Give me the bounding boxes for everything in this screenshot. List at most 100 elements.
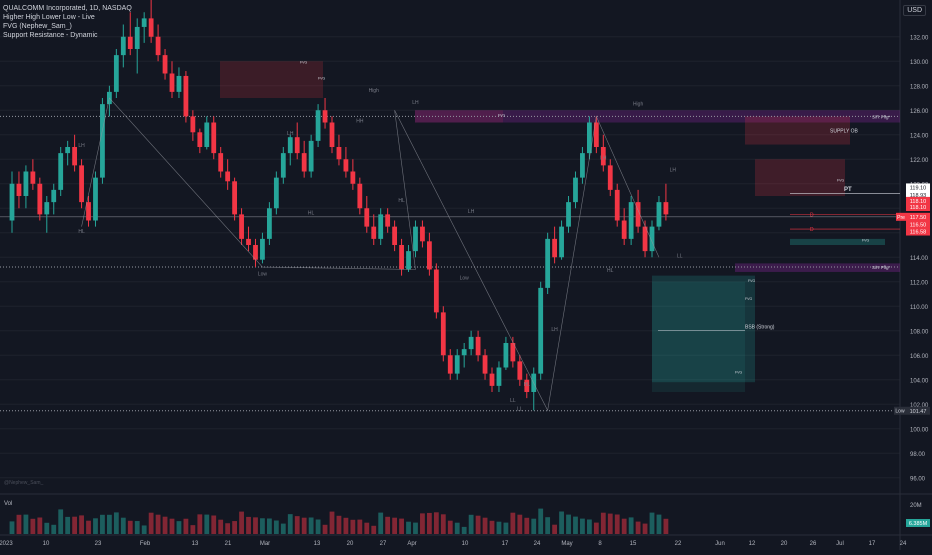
candle-body	[420, 226, 425, 242]
candle-body	[113, 55, 119, 92]
volume-bar	[510, 512, 516, 534]
bsb-label: BSB (Strong)	[745, 324, 775, 330]
bullish-zone	[652, 275, 755, 383]
candle-body	[162, 55, 168, 74]
candle-body	[343, 159, 349, 172]
sr-label: S/R Pflg*	[872, 114, 891, 119]
candle-body	[65, 147, 71, 154]
volume-bar	[16, 514, 22, 534]
candle-body	[517, 361, 523, 380]
volume-bar	[141, 525, 147, 534]
volume-bar	[113, 512, 119, 534]
volume-bar	[482, 517, 488, 534]
swing-label: High	[369, 88, 380, 94]
price-tag	[906, 220, 930, 229]
candle-body	[350, 171, 356, 184]
candle-body	[621, 220, 627, 239]
candle-body	[649, 226, 655, 252]
x-tick-label: 20	[347, 541, 354, 547]
price-tag-value: 116.58	[910, 230, 926, 236]
candle-body	[552, 238, 558, 258]
swing-label: LH	[287, 131, 294, 137]
candle-body	[204, 122, 210, 147]
candle-body	[260, 238, 265, 260]
volume-bar	[106, 514, 112, 534]
volume-bar	[294, 516, 300, 534]
candle-body	[190, 116, 196, 133]
volume-bar	[127, 520, 133, 534]
volume-bar	[169, 518, 175, 534]
indicator-hhll[interactable]: Higher High Lower Low - Live	[3, 14, 95, 21]
price-tag	[906, 183, 930, 192]
y-tick-label: 102.00	[910, 403, 929, 409]
x-tick-label: Mar	[260, 541, 270, 547]
candle-body	[586, 122, 592, 154]
candle-body	[607, 165, 613, 190]
candle-body	[447, 355, 453, 374]
volume-bar	[23, 514, 29, 534]
price-tag-value: 118.10	[910, 199, 926, 205]
price-tag	[906, 203, 930, 212]
candle-body	[197, 132, 203, 147]
price-tag	[906, 212, 930, 221]
volume-bar	[552, 524, 558, 534]
x-tick-label: 13	[314, 541, 321, 547]
y-tick-label: 114.00	[910, 256, 929, 262]
volume-value-tag	[906, 519, 930, 527]
volume-bar	[531, 518, 537, 534]
x-tick-label: Jun	[715, 541, 725, 547]
candle-body	[510, 343, 516, 362]
candle-body	[364, 208, 370, 227]
volume-label: Vol	[4, 501, 12, 507]
swing-label: LH	[468, 209, 475, 215]
price-tag-value: 119.10	[910, 186, 926, 192]
volume-bar	[260, 518, 265, 534]
volume-bar	[343, 517, 349, 534]
volume-bar	[239, 511, 244, 534]
price-tag	[906, 196, 930, 205]
swing-label: LH	[600, 155, 607, 161]
y-tick-label: 106.00	[910, 354, 929, 360]
candle-body	[357, 183, 363, 209]
y-tick-label: 122.00	[910, 158, 929, 164]
candle-body	[545, 238, 551, 288]
swing-label: LH	[78, 143, 85, 149]
candle-body	[329, 122, 335, 147]
volume-bar	[461, 526, 467, 534]
volume-bar	[246, 516, 251, 534]
indicator-sr[interactable]: Support Resistance - Dynamic	[3, 32, 98, 39]
volume-bar	[308, 517, 314, 534]
candle-body	[23, 171, 29, 196]
price-tag-value: 116.50	[910, 222, 926, 228]
indicator-fvg[interactable]: FVG (Nephew_Sam_)	[3, 23, 72, 30]
price-tag	[906, 227, 930, 236]
fvg-label: FVG	[862, 238, 869, 242]
volume-bar	[538, 508, 544, 534]
candle-body	[573, 177, 578, 203]
volume-bar	[225, 523, 231, 534]
candle-body	[232, 181, 238, 215]
candle-body	[482, 355, 488, 374]
x-tick-label: May	[561, 541, 572, 547]
price-tag	[906, 190, 930, 199]
candle-body	[580, 153, 585, 178]
volume-bar	[399, 518, 404, 534]
volume-bar	[371, 525, 377, 534]
candle-body	[454, 355, 460, 374]
price-tag-value: 118.93	[910, 193, 926, 199]
currency-button[interactable]: USD	[903, 5, 926, 16]
volume-bar	[44, 522, 50, 534]
fvg-label: FVG	[498, 113, 505, 117]
volume-bar	[426, 512, 432, 534]
volume-bar	[649, 512, 655, 534]
candle-body	[468, 336, 474, 350]
volume-bar	[155, 514, 161, 534]
candle-body	[239, 214, 244, 239]
candle-body	[100, 104, 105, 178]
y-tick-label: 108.00	[910, 329, 929, 335]
volume-bar	[120, 517, 126, 534]
x-tick-label: 24	[900, 541, 907, 547]
candle-body	[127, 36, 133, 49]
